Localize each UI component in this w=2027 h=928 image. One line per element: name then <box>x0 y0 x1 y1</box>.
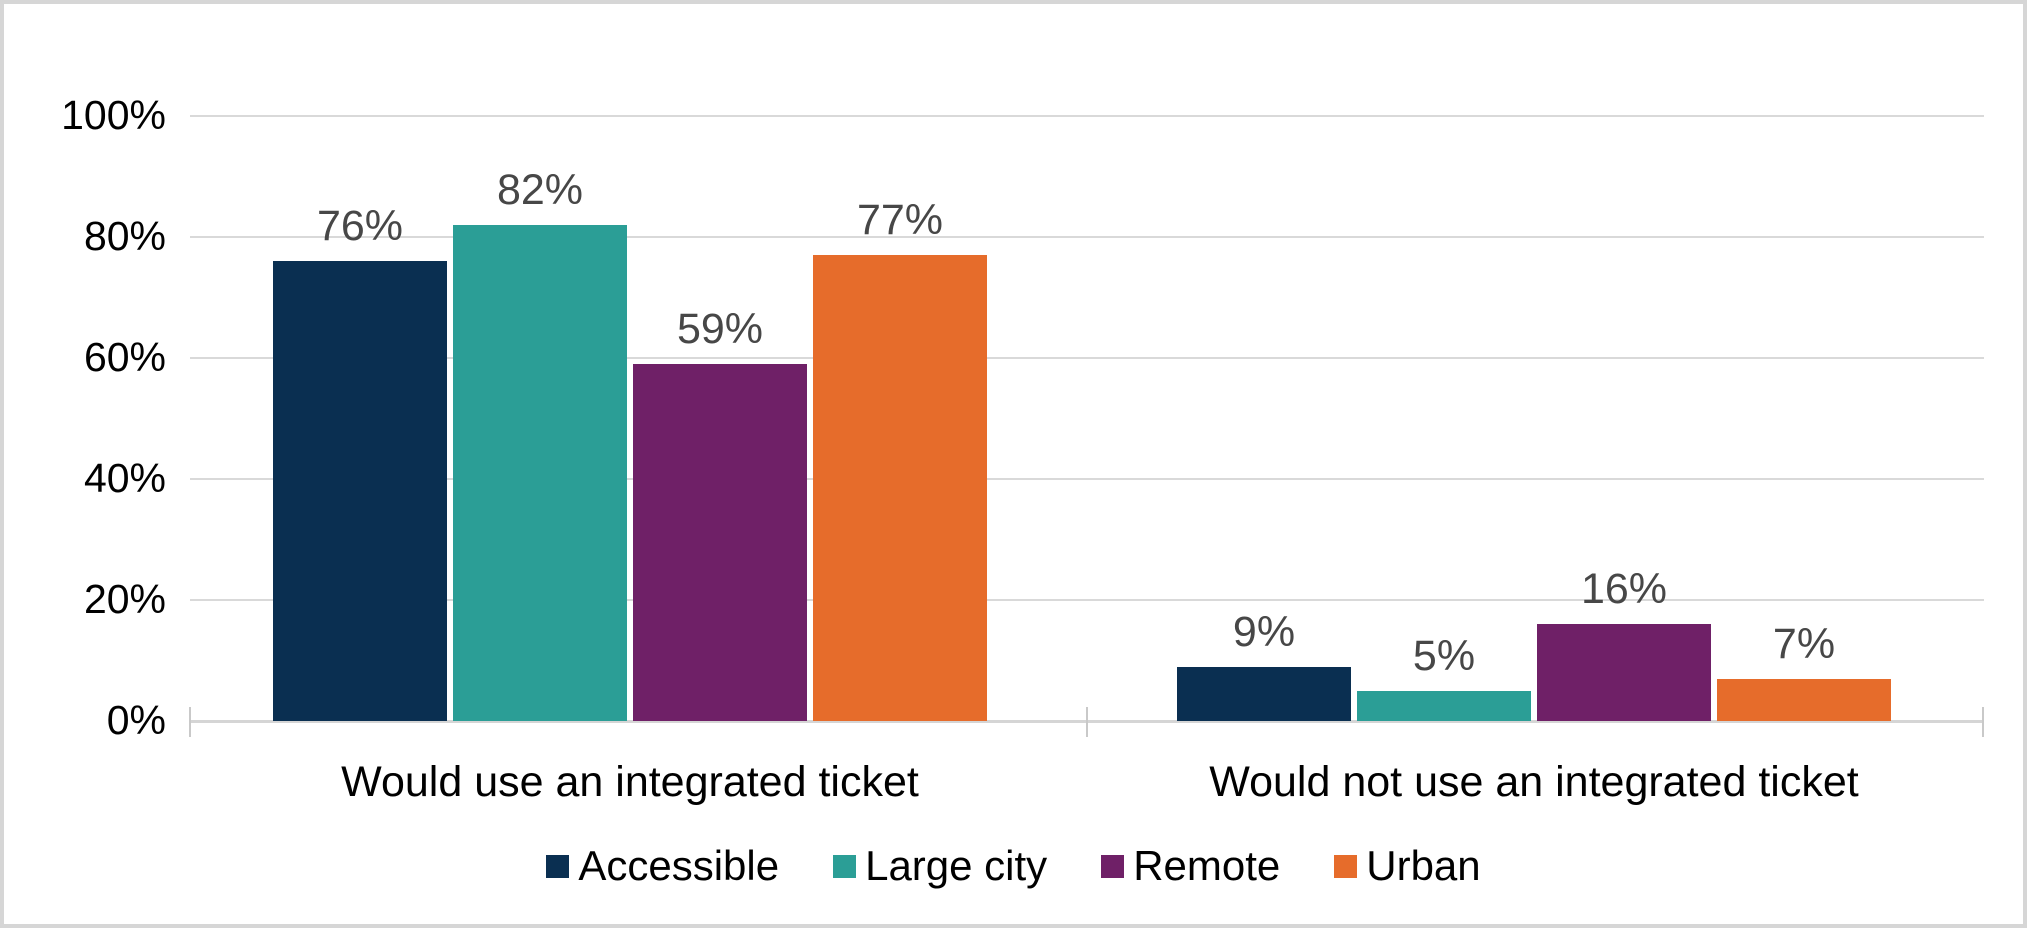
gridline <box>190 236 1984 238</box>
y-axis-tick-label: 40% <box>83 455 166 501</box>
bar-value-label: 7% <box>1772 620 1836 668</box>
bar-value-label: 5% <box>1412 632 1476 680</box>
bar-value-label: 59% <box>676 305 764 353</box>
legend-item-remote: Remote <box>1101 842 1280 890</box>
legend-swatch-icon <box>1334 854 1358 878</box>
bar-urban: 7% <box>1717 620 1891 721</box>
gridline <box>190 478 1984 480</box>
y-axis-tick-label: 80% <box>83 213 166 259</box>
y-axis-tick-label: 0% <box>106 697 166 743</box>
bar-group-would-not-use: 9% 5% 16% 7% <box>1177 116 1891 721</box>
legend-item-urban: Urban <box>1334 842 1481 890</box>
bar-large-city: 82% <box>453 166 627 721</box>
axis-tick-mark <box>1086 707 1088 737</box>
gridline <box>190 115 1984 117</box>
bar-value-label: 16% <box>1580 565 1668 613</box>
legend-label: Accessible <box>578 842 780 889</box>
legend-item-large-city: Large city <box>833 842 1047 890</box>
bar-value-label: 77% <box>856 196 944 244</box>
y-axis-tick-label: 100% <box>61 92 166 138</box>
bar-value-label: 76% <box>316 202 404 250</box>
y-axis-tick-label: 60% <box>83 334 166 380</box>
legend-item-accessible: Accessible <box>546 842 779 890</box>
bar-remote: 59% <box>633 305 807 721</box>
bar-value-label: 9% <box>1232 608 1296 656</box>
legend-swatch-icon <box>833 854 857 878</box>
category-label-would-not-use: Would not use an integrated ticket <box>1209 758 1859 806</box>
y-axis-tick-label: 20% <box>83 576 166 622</box>
legend-label: Remote <box>1133 842 1281 889</box>
axis-tick-mark <box>189 707 191 737</box>
legend-label: Urban <box>1366 842 1481 889</box>
bar-accessible: 76% <box>273 202 447 721</box>
legend-swatch-icon <box>1101 854 1125 878</box>
gridline <box>190 599 1984 601</box>
bar-urban: 77% <box>813 196 987 721</box>
legend-label: Large city <box>865 842 1048 889</box>
category-label-would-use: Would use an integrated ticket <box>341 758 919 806</box>
bar-remote: 16% <box>1537 565 1711 721</box>
legend-swatch-icon <box>546 854 570 878</box>
legend: Accessible Large city Remote Urban <box>4 842 2023 890</box>
bar-group-would-use: 76% 82% 59% 77% <box>273 116 987 721</box>
bar-value-label: 82% <box>496 166 584 214</box>
bar-accessible: 9% <box>1177 608 1351 721</box>
gridline <box>190 357 1984 359</box>
bar-large-city: 5% <box>1357 632 1531 721</box>
axis-tick-mark <box>1982 707 1984 737</box>
